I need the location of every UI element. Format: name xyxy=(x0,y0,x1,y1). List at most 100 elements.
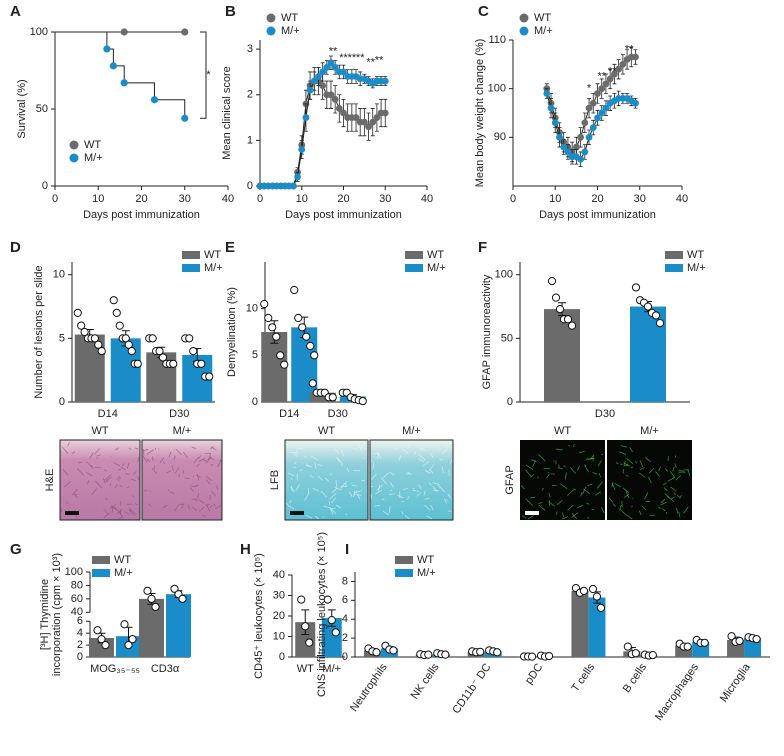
bar xyxy=(588,597,606,657)
texture xyxy=(658,506,661,510)
texture xyxy=(601,506,605,513)
texture xyxy=(162,461,166,465)
point xyxy=(327,59,335,67)
data-point xyxy=(643,302,653,311)
data-point xyxy=(133,359,142,368)
x-tick-label: 0 xyxy=(510,193,516,205)
texture xyxy=(215,505,222,509)
y-tick-label: 6 xyxy=(342,594,348,606)
significance: ** xyxy=(625,44,634,56)
texture xyxy=(209,504,213,509)
texture xyxy=(378,484,381,491)
texture xyxy=(577,465,580,471)
texture xyxy=(357,444,363,452)
point xyxy=(594,90,601,97)
texture xyxy=(294,461,297,465)
scale-bar xyxy=(525,511,539,515)
y-tick-label: 80 xyxy=(71,579,83,591)
texture xyxy=(315,515,319,520)
texture xyxy=(418,453,426,461)
y-tick-label: 8 xyxy=(342,575,348,587)
texture xyxy=(383,472,389,479)
texture xyxy=(346,467,350,472)
texture xyxy=(167,489,170,492)
point xyxy=(365,123,372,131)
texture xyxy=(429,482,432,486)
texture xyxy=(206,476,212,481)
texture xyxy=(67,442,70,447)
texture xyxy=(86,461,94,469)
texture xyxy=(579,450,585,454)
point xyxy=(319,82,327,90)
texture xyxy=(76,468,85,476)
data-point xyxy=(93,626,102,635)
x-tick-label: 30 xyxy=(379,193,391,205)
y-tick-label: 60 xyxy=(71,593,83,605)
legend-swatch xyxy=(266,26,276,36)
texture xyxy=(124,511,131,515)
data-point xyxy=(128,635,137,644)
data-point xyxy=(294,313,303,323)
event-marker xyxy=(181,28,189,36)
data-point xyxy=(73,308,82,318)
data-point xyxy=(197,359,206,368)
texture xyxy=(568,444,571,447)
y-tick-label: 100 xyxy=(30,26,48,38)
texture xyxy=(631,505,633,508)
category-label: D30 xyxy=(595,408,615,420)
category-label: B cells xyxy=(621,661,650,695)
texture xyxy=(130,478,137,482)
data-point xyxy=(555,304,565,314)
texture xyxy=(426,515,433,520)
category-label: WT xyxy=(297,663,314,675)
x-tick-label: 40 xyxy=(676,193,688,205)
x-axis-label: Days post immunization xyxy=(539,209,656,221)
texture xyxy=(73,493,78,495)
texture xyxy=(624,464,627,467)
texture xyxy=(166,470,172,474)
texture xyxy=(134,503,138,506)
point xyxy=(619,60,627,68)
point xyxy=(381,77,389,85)
texture xyxy=(438,484,445,493)
data-point xyxy=(579,586,589,595)
y-tick-label: 10 xyxy=(246,303,258,315)
point xyxy=(556,133,563,141)
data-point xyxy=(101,641,110,650)
y-tick-label: 100 xyxy=(65,566,83,578)
texture xyxy=(142,448,149,452)
texture xyxy=(289,500,292,504)
texture xyxy=(557,467,564,470)
texture xyxy=(424,470,431,474)
texture xyxy=(341,463,343,467)
texture xyxy=(202,514,206,518)
texture xyxy=(370,460,373,462)
panel-letter: D xyxy=(10,239,21,256)
y-tick-label: 40 xyxy=(273,569,285,581)
texture xyxy=(561,512,565,518)
texture xyxy=(564,472,567,480)
texture xyxy=(663,482,667,486)
data-point xyxy=(280,360,289,369)
data-point xyxy=(272,332,281,341)
texture xyxy=(146,458,151,463)
point xyxy=(632,53,639,61)
texture xyxy=(287,472,295,477)
texture xyxy=(171,465,174,472)
texture xyxy=(151,456,154,461)
texture xyxy=(299,469,303,472)
point xyxy=(340,68,347,76)
texture xyxy=(181,502,185,509)
legend-label: M/+ xyxy=(417,567,436,579)
texture xyxy=(213,503,216,507)
category-label: pDC xyxy=(523,661,545,686)
y-tick-label: 90 xyxy=(494,131,506,143)
texture xyxy=(582,486,587,495)
image-label: WT xyxy=(91,425,108,437)
point xyxy=(352,114,360,121)
texture xyxy=(658,466,662,472)
texture xyxy=(639,467,645,470)
texture xyxy=(678,511,681,518)
texture xyxy=(349,492,353,497)
category-label: Microglia xyxy=(718,661,754,705)
